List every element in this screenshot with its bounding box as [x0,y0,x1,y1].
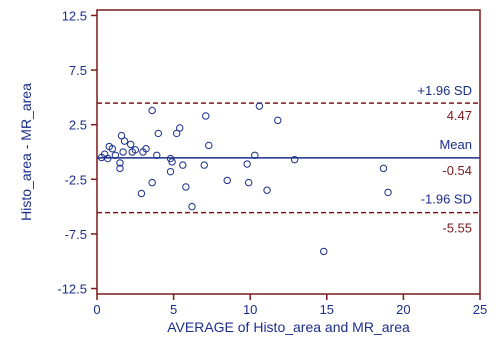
y-tick-label: 12.5 [62,8,87,23]
data-point [200,161,208,169]
upper-loa-value: 4.47 [447,108,472,123]
data-point [188,202,196,211]
data-point [168,158,176,166]
mean-value: -0.54 [442,163,472,178]
upper-loa-label: +1.96 SD [417,83,472,98]
data-point [116,164,124,173]
lower-loa-value: -5.55 [442,221,472,236]
data-point [153,151,161,159]
data-point [119,148,127,156]
x-tick-label: 0 [93,302,100,317]
x-axis-title: AVERAGE of Histo_area and MR_area [167,319,410,335]
x-tick-label: 25 [473,302,487,317]
data-point [148,178,156,187]
data-point [127,140,135,149]
data-point [111,151,120,159]
data-point [205,141,213,150]
data-point [243,160,251,168]
data-point [166,167,175,176]
data-point [104,154,112,163]
y-tick-label: 7.5 [69,63,87,78]
data-point [117,131,126,140]
data-point [176,124,184,132]
data-point [116,159,124,167]
x-axis-ticks: 0 5 10 15 20 25 [93,294,487,317]
data-point [120,137,129,145]
y-axis-ticks: 12.5 7.5 2.5 -2.5 -7.5 -12.5 [57,8,97,297]
x-tick-label: 20 [396,302,410,317]
y-tick-label: 2.5 [69,118,87,133]
y-tick-label: -7.5 [65,227,87,242]
data-point [384,188,392,197]
data-point [274,116,282,125]
data-point [251,151,259,159]
data-point [154,129,162,138]
data-point [148,106,156,115]
data-point [131,146,140,154]
data-point [290,155,299,164]
data-point [172,129,181,138]
plot-frame [96,9,481,295]
data-point [255,102,264,110]
data-point [244,178,253,187]
data-point [179,161,187,169]
data-point [379,164,388,173]
data-point [182,183,190,191]
mean-label: Mean [439,137,472,152]
data-point [137,189,146,198]
data-point [320,247,328,256]
y-tick-label: -12.5 [57,282,87,297]
reference-lines [97,102,480,214]
x-tick-label: 5 [170,302,177,317]
y-tick-label: -2.5 [65,172,87,187]
data-point [263,186,271,194]
x-tick-label: 15 [320,302,334,317]
data-point [202,112,210,120]
x-tick-label: 10 [243,302,257,317]
data-point [142,145,150,153]
data-point [223,176,231,185]
data-points [97,102,392,256]
lower-loa-label: -1.96 SD [421,192,472,207]
y-axis-title: Histo_area - MR_area [18,83,34,221]
data-point [108,145,117,153]
